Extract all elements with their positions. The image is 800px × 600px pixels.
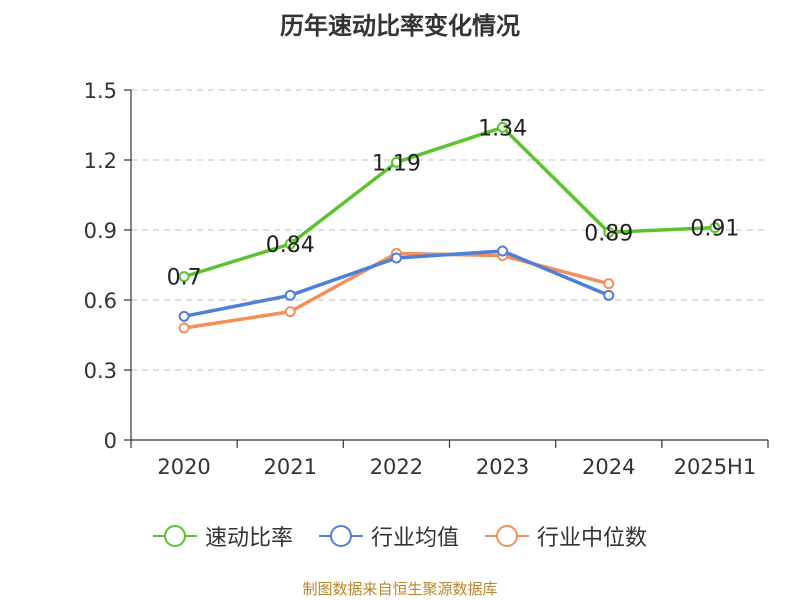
- x-tick-label: 2022: [370, 455, 423, 479]
- legend: 速动比率 行业均值 行业中位数: [0, 520, 800, 552]
- data-point-0: [709, 222, 721, 234]
- y-tick-label: 0: [104, 429, 117, 453]
- source-note: 制图数据来自恒生聚源数据库: [302, 580, 498, 598]
- data-point-0: [497, 121, 509, 133]
- data-label: 0.89: [584, 221, 633, 246]
- data-labels: 0.7 0.84 1.19 1.34 0.89 0.91: [167, 116, 740, 290]
- data-point-2: [284, 306, 296, 318]
- legend-item-industry-median[interactable]: 行业中位数: [485, 520, 647, 552]
- x-tick-label: 2024: [582, 455, 635, 479]
- legend-label-quick-ratio: 速动比率: [204, 526, 293, 551]
- data-point-2: [603, 278, 615, 290]
- series-line-0: [183, 125, 715, 279]
- axes: 0 0.3 0.6 0.9 1.2 1.5 2020 2021 2022 2023 2024 2025…: [84, 79, 769, 479]
- series: [178, 121, 721, 334]
- y-tick-label: 1.2: [84, 149, 117, 173]
- data-point-0: [390, 156, 402, 168]
- data-point-0: [178, 271, 190, 283]
- y-tick-label: 0.9: [84, 219, 117, 243]
- legend-item-industry-mean[interactable]: 行业均值: [318, 520, 459, 552]
- data-label: 0.91: [690, 217, 739, 242]
- data-point-1: [390, 252, 402, 264]
- x-tick-label: 2025H1: [674, 455, 757, 479]
- legend-label-industry-mean: 行业均值: [370, 526, 459, 551]
- data-label: 0.84: [266, 233, 315, 258]
- data-point-0: [284, 238, 296, 250]
- x-tick-label: 2023: [476, 455, 529, 479]
- x-tick-label: 2020: [157, 455, 210, 479]
- data-label: 1.19: [372, 151, 421, 176]
- data-label: 0.7: [167, 266, 202, 291]
- legend-item-quick-ratio[interactable]: 速动比率: [152, 520, 293, 552]
- data-point-0: [603, 226, 615, 238]
- data-point-1: [603, 289, 615, 301]
- chart-title: 历年速动比率变化情况: [280, 12, 520, 40]
- data-label: 1.34: [478, 116, 527, 141]
- legend-swatch-industry-mean: [318, 525, 363, 547]
- legend-swatch-industry-median: [485, 525, 529, 547]
- y-tick-label: 0.6: [84, 289, 117, 313]
- legend-label-industry-median: 行业中位数: [537, 526, 648, 551]
- data-point-2: [178, 322, 190, 334]
- data-point-1: [284, 289, 296, 301]
- y-tick-label: 0.3: [84, 359, 117, 383]
- y-tick-label: 1.5: [84, 79, 117, 103]
- series-line-2: [183, 251, 610, 330]
- data-point-1: [497, 245, 509, 257]
- legend-swatch-quick-ratio: [152, 525, 197, 547]
- data-point-1: [178, 310, 190, 322]
- x-tick-label: 2021: [264, 455, 317, 479]
